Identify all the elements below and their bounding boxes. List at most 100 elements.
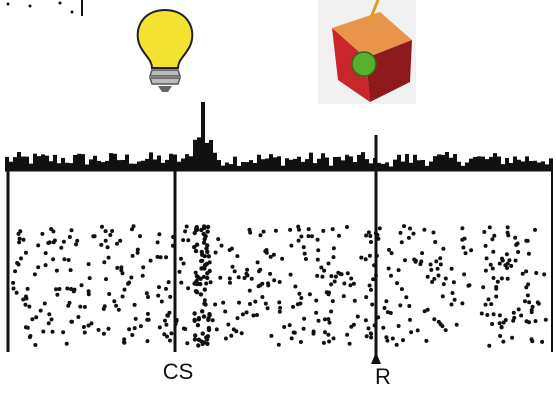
spike: [432, 276, 437, 281]
spike: [534, 271, 539, 275]
spike: [205, 224, 211, 230]
spike: [366, 326, 371, 331]
spike: [133, 316, 138, 321]
spike: [52, 238, 57, 243]
spike: [86, 292, 91, 297]
spike: [253, 299, 258, 304]
spike: [543, 317, 548, 322]
spike: [200, 331, 205, 336]
spike: [289, 336, 294, 341]
spike: [105, 245, 110, 250]
spike: [450, 291, 455, 295]
spike: [214, 327, 219, 332]
spike: [329, 309, 334, 314]
spike: [164, 322, 169, 327]
spike: [64, 341, 69, 346]
juice-box-icon: [318, 0, 416, 104]
spike: [331, 246, 336, 251]
spike: [27, 304, 32, 309]
spike: [430, 280, 435, 284]
spike: [540, 339, 545, 344]
spike: [523, 299, 527, 304]
spike: [74, 242, 78, 247]
spike: [419, 259, 424, 264]
spike: [481, 285, 486, 290]
spike: [202, 287, 207, 292]
spike: [329, 274, 334, 279]
spike: [208, 280, 213, 285]
spike: [61, 239, 66, 244]
spike: [205, 341, 210, 346]
spike: [86, 262, 91, 267]
spike: [329, 282, 334, 287]
spike: [107, 292, 112, 296]
spike: [59, 245, 64, 250]
spike: [506, 233, 511, 238]
spike: [16, 262, 21, 267]
spike: [196, 317, 201, 322]
spike: [122, 287, 127, 292]
spike: [438, 256, 443, 261]
spike: [23, 250, 28, 255]
spike: [216, 237, 221, 242]
spike: [399, 240, 404, 245]
spike: [351, 322, 356, 327]
spike: [451, 280, 456, 285]
spike: [441, 246, 446, 251]
spike: [494, 294, 499, 299]
spike: [542, 272, 547, 277]
spike: [166, 280, 171, 285]
spike: [204, 246, 209, 251]
spike: [492, 233, 497, 238]
spike: [198, 292, 204, 297]
spike: [195, 323, 201, 328]
spike: [511, 310, 516, 315]
spike: [255, 260, 260, 265]
spike: [194, 278, 199, 284]
spike: [390, 336, 395, 341]
spike: [162, 332, 167, 337]
spike: [103, 238, 108, 243]
spike: [314, 298, 319, 303]
spike: [115, 265, 120, 270]
spike: [404, 295, 409, 300]
spike: [43, 263, 48, 268]
spike: [36, 243, 41, 248]
spike: [81, 325, 86, 329]
spike: [302, 251, 307, 256]
spike: [388, 311, 393, 315]
spike: [382, 306, 387, 310]
spike: [101, 331, 106, 336]
spike: [21, 237, 26, 242]
spike: [438, 262, 443, 267]
spike: [135, 247, 140, 252]
spike: [145, 339, 150, 344]
spike: [158, 255, 163, 260]
spike: [408, 317, 412, 322]
spike: [367, 253, 372, 258]
spike: [202, 236, 207, 242]
spike: [114, 303, 119, 308]
spike: [501, 339, 506, 344]
spike: [103, 229, 108, 234]
spike: [524, 238, 529, 243]
spike: [251, 313, 256, 318]
spike: [202, 263, 208, 268]
spike: [424, 338, 429, 343]
spike: [227, 276, 232, 281]
spike: [226, 322, 231, 327]
spike: [396, 268, 401, 273]
spike: [510, 335, 515, 340]
spike: [352, 298, 357, 303]
spike: [116, 307, 121, 312]
spike: [315, 273, 320, 278]
spike: [264, 250, 269, 255]
spike: [291, 304, 295, 309]
spike: [201, 314, 207, 319]
spike: [43, 251, 48, 256]
top-left-fragment: [6, 0, 83, 16]
spike: [218, 275, 223, 280]
spike: [24, 296, 29, 301]
spike: [228, 280, 232, 285]
spike: [19, 256, 23, 261]
